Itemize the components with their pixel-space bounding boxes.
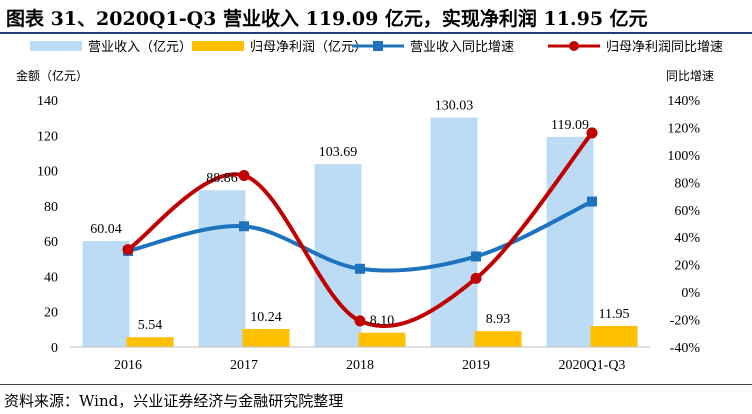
y-right-tick-label: 140%	[667, 94, 700, 109]
bars	[82, 117, 638, 347]
bar	[242, 328, 290, 347]
bar-data-label: 11.95	[599, 307, 630, 322]
line-point	[587, 196, 597, 207]
figure-source: 资料来源：Wind，兴业证券经济与金融研究院整理	[4, 392, 344, 410]
y-right-tick-label: -20%	[670, 314, 701, 329]
y-right-axis: -40% -20% 0% 20% 40% 60% 80% 100% 120% 140%	[667, 94, 700, 356]
bar-data-label: 10.24	[250, 310, 282, 325]
legend-marker	[373, 41, 383, 51]
lines	[122, 127, 598, 328]
bar-data-label: 5.54	[138, 318, 163, 333]
legend-label: 归母净利润（亿元）	[250, 40, 367, 55]
x-tick-label: 2019	[462, 358, 490, 373]
bar-data-label: 60.04	[90, 222, 122, 237]
data-labels: 60.04 88.86 103.69 130.03 119.09 5.54 10.24 8.1…	[90, 99, 629, 334]
legend-marker	[569, 41, 579, 51]
y-left-tick-label: 140	[37, 94, 58, 109]
y-left-tick-label: 60	[44, 235, 58, 250]
y-right-tick-label: 100%	[667, 149, 700, 164]
y-right-tick-label: -40%	[670, 341, 701, 356]
figure-title: 图表 31、2020Q1-Q3 营业收入 119.09 亿元，实现净利润 11.…	[6, 8, 648, 30]
bar	[358, 332, 406, 347]
x-tick-label: 2017	[230, 358, 258, 373]
y-right-tick-label: 0%	[681, 286, 700, 301]
legend-swatch	[192, 41, 244, 51]
y-right-tick-label: 60%	[674, 204, 700, 219]
y-left-tick-label: 40	[44, 270, 58, 285]
legend-swatch	[30, 41, 82, 51]
legend-label: 营业收入（亿元）	[88, 40, 192, 55]
line-point	[122, 244, 134, 256]
legend: 营业收入（亿元） 归母净利润（亿元） 营业收入同比增速 归母净利润同比增速	[30, 40, 723, 55]
y-left-axis: 0 20 40 60 80 100 120 140	[37, 94, 58, 356]
line-point	[238, 169, 250, 181]
x-tick-label: 2016	[114, 358, 142, 373]
bar	[430, 117, 478, 347]
bar	[198, 190, 246, 347]
source-rule	[0, 384, 752, 385]
bar	[590, 325, 638, 347]
title-rule	[0, 32, 752, 34]
y-right-axis-label: 同比增速	[666, 69, 714, 83]
bar-data-label: 119.09	[551, 118, 589, 133]
y-right-tick-label: 120%	[667, 121, 700, 136]
bar	[474, 331, 522, 347]
bar-data-label: 130.03	[435, 99, 474, 114]
line-point	[354, 315, 366, 327]
bar-data-label: 8.93	[486, 312, 511, 327]
y-left-tick-label: 80	[44, 200, 58, 215]
bar-data-label: 103.69	[319, 145, 358, 160]
bar-data-label: 8.10	[370, 314, 395, 329]
line-point	[470, 272, 482, 284]
line-point	[586, 127, 598, 139]
legend-label: 营业收入同比增速	[410, 40, 514, 55]
legend-label: 归母净利润同比增速	[606, 40, 723, 55]
y-left-tick-label: 20	[44, 306, 58, 321]
line-point	[239, 221, 249, 232]
x-tick-label: 2018	[346, 358, 374, 373]
y-left-tick-label: 100	[37, 165, 58, 180]
line-point	[471, 251, 481, 262]
bar	[546, 136, 594, 347]
bar	[82, 241, 130, 347]
y-left-axis-label: 金额（亿元）	[16, 68, 88, 83]
y-left-tick-label: 120	[37, 129, 58, 144]
line-point	[355, 263, 365, 274]
y-right-tick-label: 80%	[674, 176, 700, 191]
y-right-tick-label: 40%	[674, 231, 700, 246]
y-right-tick-label: 20%	[674, 259, 700, 274]
x-axis: 2016 2017 2018 2019 2020Q1-Q3	[114, 358, 625, 373]
y-left-tick-label: 0	[51, 341, 58, 356]
bar	[126, 337, 174, 347]
x-tick-label: 2020Q1-Q3	[559, 358, 626, 373]
bar-data-label: 88.86	[206, 171, 238, 186]
chart: 营业收入（亿元） 归母净利润（亿元） 营业收入同比增速 归母净利润同比增速 金额（亿元…	[16, 40, 723, 373]
